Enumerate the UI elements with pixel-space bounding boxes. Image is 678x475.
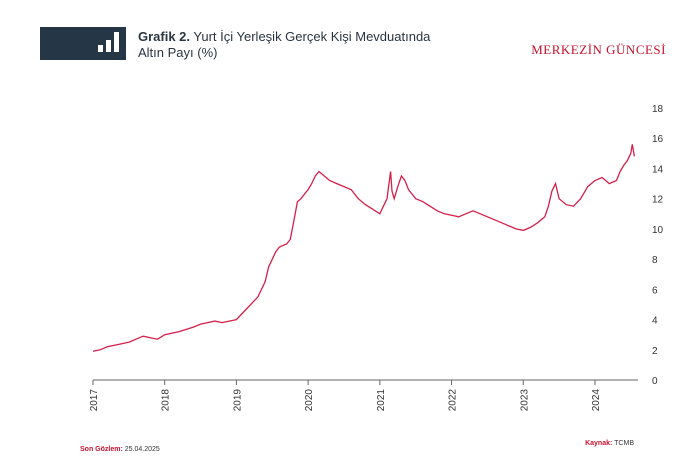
icon-bar-1 xyxy=(98,45,103,52)
y-tick-label: 16 xyxy=(652,134,664,145)
title-line2: Altın Payı (%) xyxy=(138,45,218,60)
kaynak-label: Kaynak: xyxy=(585,440,613,447)
header-icon-box xyxy=(40,27,126,60)
y-tick-label: 6 xyxy=(652,285,658,296)
y-tick-label: 2 xyxy=(652,346,658,357)
x-tick-label: 2021 xyxy=(376,389,387,412)
x-tick-label: 2019 xyxy=(232,389,243,412)
son-gozlem-value: 25.04.2025 xyxy=(124,446,160,453)
y-tick-label: 10 xyxy=(652,225,664,236)
series-line xyxy=(92,144,636,352)
y-tick-label: 4 xyxy=(652,316,658,327)
son-gozlem-label: Son Gözlem: xyxy=(80,446,123,453)
y-tick-label: 14 xyxy=(652,164,664,175)
y-ticks: 0 2 4 6 8 10 12 14 16 18 xyxy=(652,104,664,387)
icon-bar-2 xyxy=(106,40,111,52)
title-line1: Yurt İçi Yerleşik Gerçek Kişi Mevduatınd… xyxy=(190,29,431,44)
y-tick-label: 0 xyxy=(652,376,658,387)
x-ticks: 2017 2018 2019 2020 2021 2022 2023 2024 xyxy=(89,380,602,411)
x-tick-label: 2022 xyxy=(448,389,459,412)
y-tick-label: 8 xyxy=(652,255,658,266)
chart-title: Grafik 2. Yurt İçi Yerleşik Gerçek Kişi … xyxy=(138,29,430,61)
kaynak: Kaynak: TCMB xyxy=(585,440,634,447)
son-gozlem: Son Gözlem: 25.04.2025 xyxy=(80,446,160,453)
kaynak-value: TCMB xyxy=(614,440,634,447)
x-tick-label: 2023 xyxy=(519,389,530,412)
title-bold: Grafik 2. xyxy=(138,29,191,44)
x-tick-label: 2017 xyxy=(89,389,100,412)
y-tick-label: 12 xyxy=(652,195,664,206)
x-tick-label: 2020 xyxy=(304,389,315,412)
x-tick-label: 2018 xyxy=(161,389,172,412)
brand-logo: MERKEZİN GÜNCESİ xyxy=(531,42,666,57)
y-tick-label: 18 xyxy=(652,104,664,115)
x-tick-label: 2024 xyxy=(591,389,602,412)
icon-bar-3 xyxy=(114,32,119,52)
